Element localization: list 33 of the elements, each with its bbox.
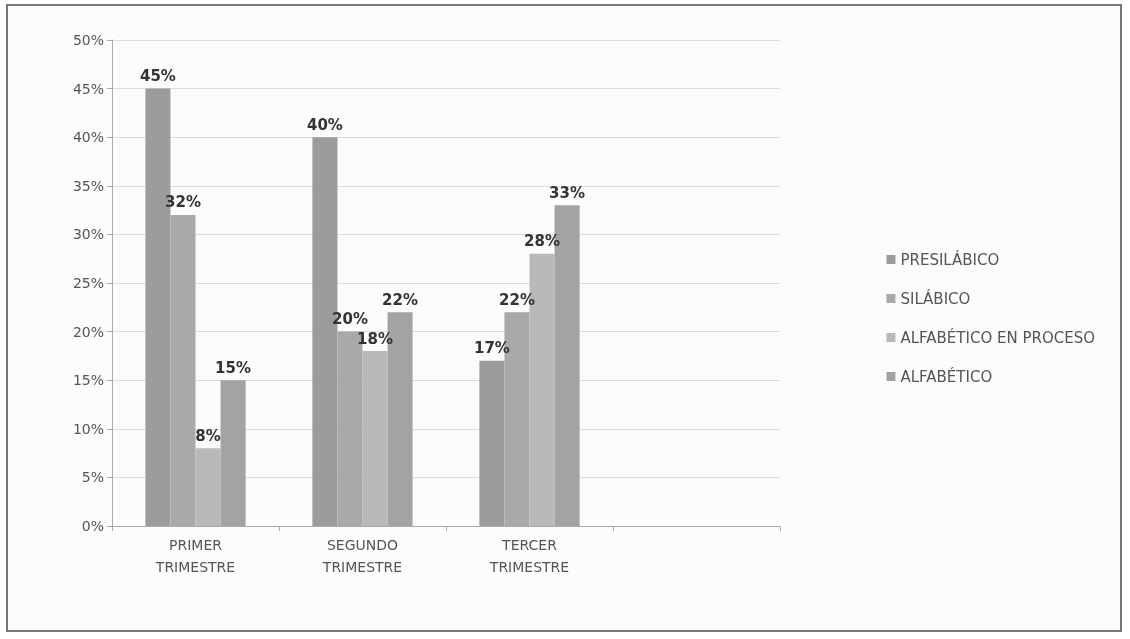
x-tick-label: SEGUNDO TRIMESTRE — [321, 537, 403, 575]
legend-label: SILÁBICO — [900, 288, 971, 308]
data-label: 17% — [473, 339, 510, 358]
y-tick-label: 15% — [72, 372, 104, 389]
y-tick-label: 0% — [81, 518, 104, 534]
y-tick-label: 30% — [72, 226, 104, 243]
x-tick-label: TERCER TRIMESTRE — [488, 537, 570, 575]
data-label: 22% — [382, 290, 419, 309]
data-label: 45% — [139, 67, 176, 86]
data-label: 15% — [215, 358, 252, 377]
bar — [195, 448, 221, 526]
bar — [479, 360, 505, 526]
y-tick-label: 10% — [72, 420, 104, 437]
legend-label: PRESILÁBICO — [900, 249, 1000, 269]
y-tick-label: 50% — [72, 32, 104, 48]
y-tick-label: 20% — [72, 323, 104, 340]
legend-label: ALFABÉTICO — [900, 366, 993, 386]
data-label: 32% — [165, 193, 201, 212]
data-label: 20% — [332, 310, 368, 329]
y-tick-label: 45% — [72, 80, 104, 97]
data-label: 33% — [549, 183, 586, 202]
data-label: 18% — [357, 329, 393, 348]
y-tick-label: 40% — [72, 129, 104, 146]
data-label: 8% — [195, 426, 221, 445]
data-label: 22% — [499, 290, 535, 309]
bar — [362, 351, 388, 526]
y-tick-label: 35% — [72, 177, 104, 194]
y-tick-label: 25% — [72, 275, 104, 291]
data-label: 40% — [306, 115, 343, 134]
x-tick-label: PRIMER TRIMESTRE — [154, 537, 236, 575]
legend-label: ALFABÉTICO EN PROCESO — [900, 327, 1096, 347]
y-tick-label: 5% — [81, 469, 104, 486]
data-label: 28% — [524, 232, 560, 251]
